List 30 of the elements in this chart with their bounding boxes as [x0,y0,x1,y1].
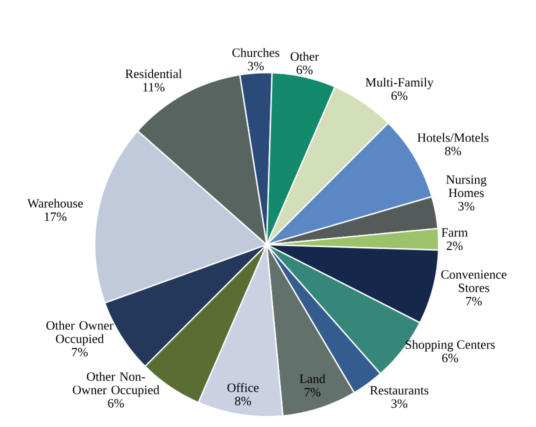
slice-label: Other [290,52,319,61]
slice-label: Other Non-Owner Occupied [72,372,160,397]
slice-label: Hotels/Motels [417,133,488,142]
data-label: 8% [235,396,251,406]
data-label: 7% [466,297,482,306]
data-label: 2% [446,242,463,250]
slice-label: Office [227,383,259,392]
slice-label: Nursing Homes [446,175,486,198]
slice-label: Warehouse [27,198,83,208]
data-label: 3% [391,400,408,408]
data-label: 17% [44,212,66,222]
slice-label: Churches [232,48,280,58]
data-label: 11% [143,83,164,92]
slice-label: Multi-Family [366,78,434,90]
data-label: 7% [304,388,320,397]
data-label: 6% [108,399,124,408]
data-label: 3% [458,202,474,211]
slice-label: Shopping Centers [406,340,495,352]
slice-label: Other Owner Occupied [46,321,114,346]
slice-label: Residential [125,69,182,78]
slice-label: Land [300,374,326,384]
slice-label: Restaurants [370,386,428,395]
data-label: 6% [391,92,408,100]
data-label: 8% [445,146,462,156]
data-label: 6% [442,354,458,362]
data-label: 6% [296,66,313,74]
data-label: 7% [72,348,88,357]
slice-label: Farm [442,228,468,237]
data-label: 3% [248,62,264,71]
slice-label: Convenience Stores [441,270,506,292]
